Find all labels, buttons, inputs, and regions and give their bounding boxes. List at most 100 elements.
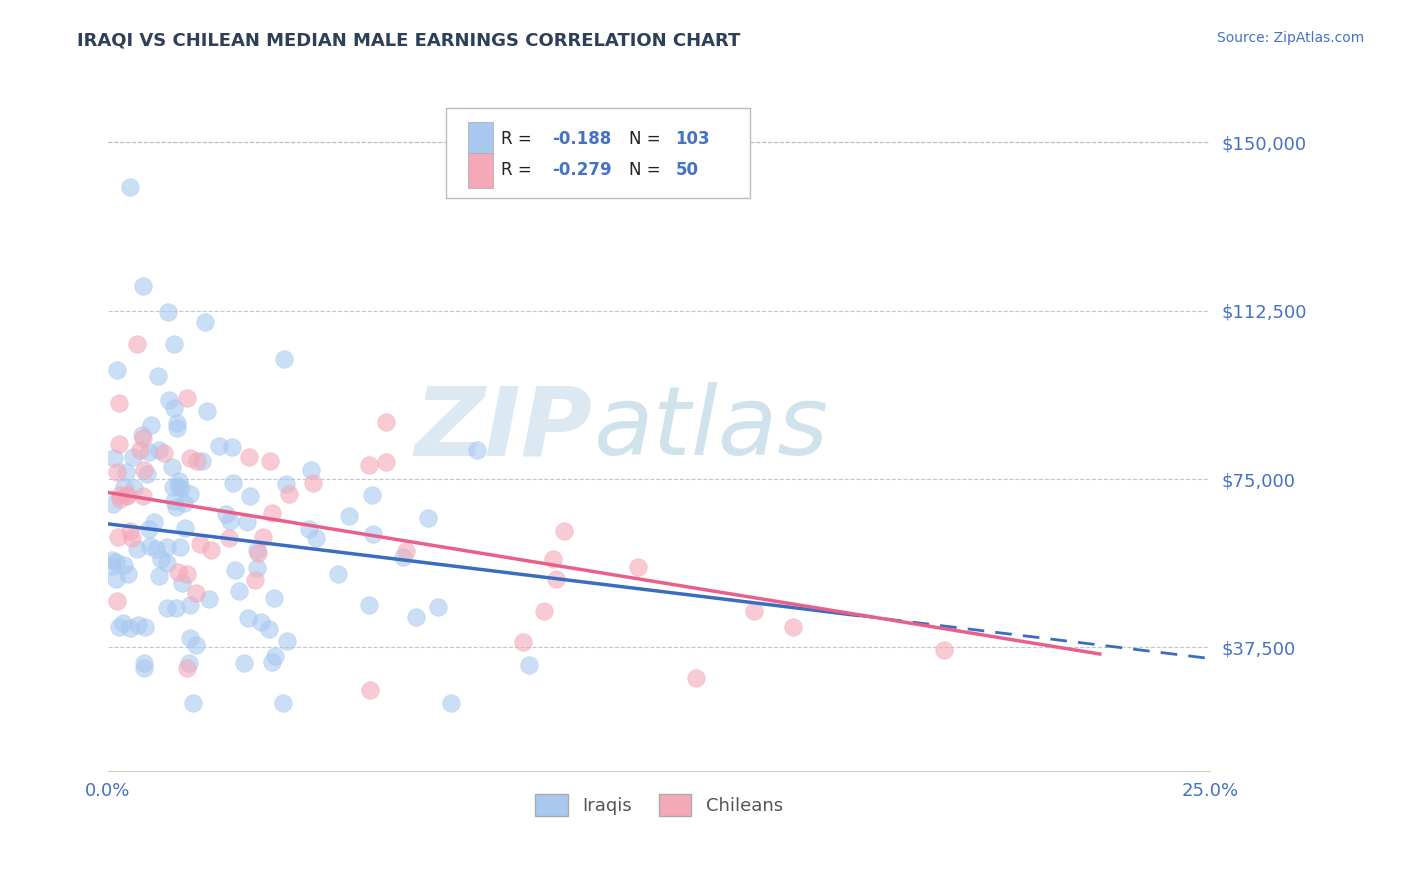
Text: 50: 50 — [675, 161, 699, 179]
Point — [163, 401, 186, 416]
FancyBboxPatch shape — [468, 122, 492, 156]
Point — [198, 592, 221, 607]
Point — [176, 661, 198, 675]
Point — [302, 475, 325, 490]
Point — [361, 488, 384, 502]
Point — [179, 598, 201, 612]
Point — [243, 573, 266, 587]
Point — [215, 508, 238, 522]
Point — [233, 656, 256, 670]
Text: N =: N = — [630, 130, 666, 148]
Point — [162, 480, 184, 494]
Point — [132, 656, 155, 670]
Point — [685, 671, 707, 685]
Point — [405, 610, 427, 624]
Point — [252, 530, 274, 544]
Point — [131, 489, 153, 503]
Text: atlas: atlas — [593, 382, 828, 475]
Point — [299, 462, 322, 476]
Point — [222, 475, 245, 490]
FancyBboxPatch shape — [468, 153, 492, 187]
Point — [138, 539, 160, 553]
Point — [129, 442, 152, 457]
Point — [148, 569, 170, 583]
Point — [173, 495, 195, 509]
Point — [179, 450, 201, 465]
Point — [125, 336, 148, 351]
Point — [163, 494, 186, 508]
Point — [305, 532, 328, 546]
Point — [101, 553, 124, 567]
Point — [250, 615, 273, 629]
Point — [263, 649, 285, 664]
Point — [105, 363, 128, 377]
Point — [224, 563, 246, 577]
Point — [114, 465, 136, 479]
Point — [627, 560, 650, 574]
Point — [107, 530, 129, 544]
Point — [517, 657, 540, 672]
Text: -0.188: -0.188 — [553, 130, 612, 148]
Point — [167, 565, 190, 579]
Point — [156, 556, 179, 570]
Point — [742, 604, 765, 618]
Point — [273, 351, 295, 366]
Point — [124, 481, 146, 495]
Point — [103, 451, 125, 466]
Point — [782, 620, 804, 634]
Point — [395, 543, 418, 558]
Point — [179, 656, 201, 670]
Point — [131, 427, 153, 442]
Point — [132, 279, 155, 293]
Point — [157, 392, 180, 407]
Point — [260, 506, 283, 520]
Text: -0.279: -0.279 — [553, 161, 612, 179]
Point — [138, 445, 160, 459]
Point — [143, 515, 166, 529]
Point — [181, 697, 204, 711]
Point — [184, 638, 207, 652]
Point — [228, 584, 250, 599]
Point — [208, 439, 231, 453]
Point — [221, 440, 243, 454]
Point — [101, 497, 124, 511]
Point — [512, 635, 534, 649]
Text: R =: R = — [502, 130, 537, 148]
Point — [375, 455, 398, 469]
Point — [169, 540, 191, 554]
Point — [167, 474, 190, 488]
Point — [156, 540, 179, 554]
Point — [112, 558, 135, 573]
Point — [117, 566, 139, 581]
Point — [246, 561, 269, 575]
Point — [297, 522, 319, 536]
Point — [132, 431, 155, 445]
Point — [121, 531, 143, 545]
Point — [108, 488, 131, 502]
Point — [120, 524, 142, 538]
Text: R =: R = — [502, 161, 537, 179]
Point — [176, 567, 198, 582]
Point — [533, 604, 555, 618]
Point — [166, 416, 188, 430]
FancyBboxPatch shape — [446, 108, 751, 198]
Legend: Iraqis, Chileans: Iraqis, Chileans — [527, 787, 790, 823]
Point — [165, 500, 187, 514]
Point — [246, 542, 269, 557]
Point — [236, 515, 259, 529]
Point — [157, 305, 180, 319]
Point — [259, 454, 281, 468]
Point — [932, 642, 955, 657]
Point — [118, 180, 141, 194]
Point — [172, 575, 194, 590]
Point — [194, 315, 217, 329]
Point — [145, 541, 167, 556]
Point — [259, 623, 281, 637]
Point — [440, 697, 463, 711]
Point — [188, 536, 211, 550]
Point — [200, 542, 222, 557]
Point — [149, 551, 172, 566]
Point — [392, 549, 415, 564]
Point — [104, 555, 127, 569]
Point — [184, 585, 207, 599]
